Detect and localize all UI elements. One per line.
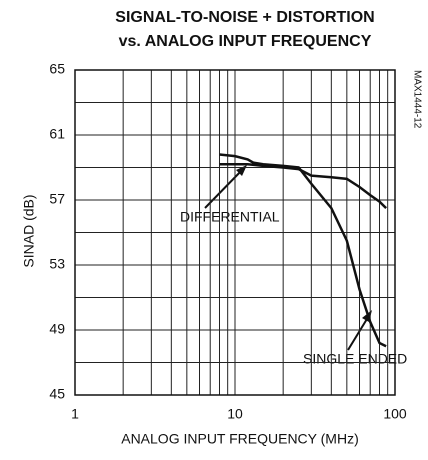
y-tick-label: 53 bbox=[49, 256, 65, 272]
arrow bbox=[204, 166, 246, 209]
y-tick-label: 45 bbox=[49, 386, 65, 402]
x-tick-label: 10 bbox=[227, 406, 243, 422]
chart-title: vs. ANALOG INPUT FREQUENCY bbox=[119, 33, 372, 50]
series-label: DIFFERENTIAL bbox=[180, 209, 280, 225]
x-axis-label: ANALOG INPUT FREQUENCY (MHz) bbox=[121, 431, 359, 447]
y-tick-label: 57 bbox=[49, 191, 65, 207]
x-tick-label: 1 bbox=[71, 406, 79, 422]
part-number: MAX1444-12 bbox=[411, 70, 422, 129]
x-tick-label: 100 bbox=[383, 406, 407, 422]
y-tick-label: 49 bbox=[49, 321, 65, 337]
y-axis-label: SINAD (dB) bbox=[21, 194, 37, 267]
y-tick-label: 65 bbox=[49, 61, 65, 77]
series-line bbox=[219, 163, 387, 210]
series-line bbox=[219, 153, 387, 348]
chart-title: SIGNAL-TO-NOISE + DISTORTION bbox=[115, 9, 374, 26]
y-tick-label: 61 bbox=[49, 126, 65, 142]
plot-frame bbox=[74, 69, 396, 396]
series-label: SINGLE ENDED bbox=[303, 351, 407, 367]
